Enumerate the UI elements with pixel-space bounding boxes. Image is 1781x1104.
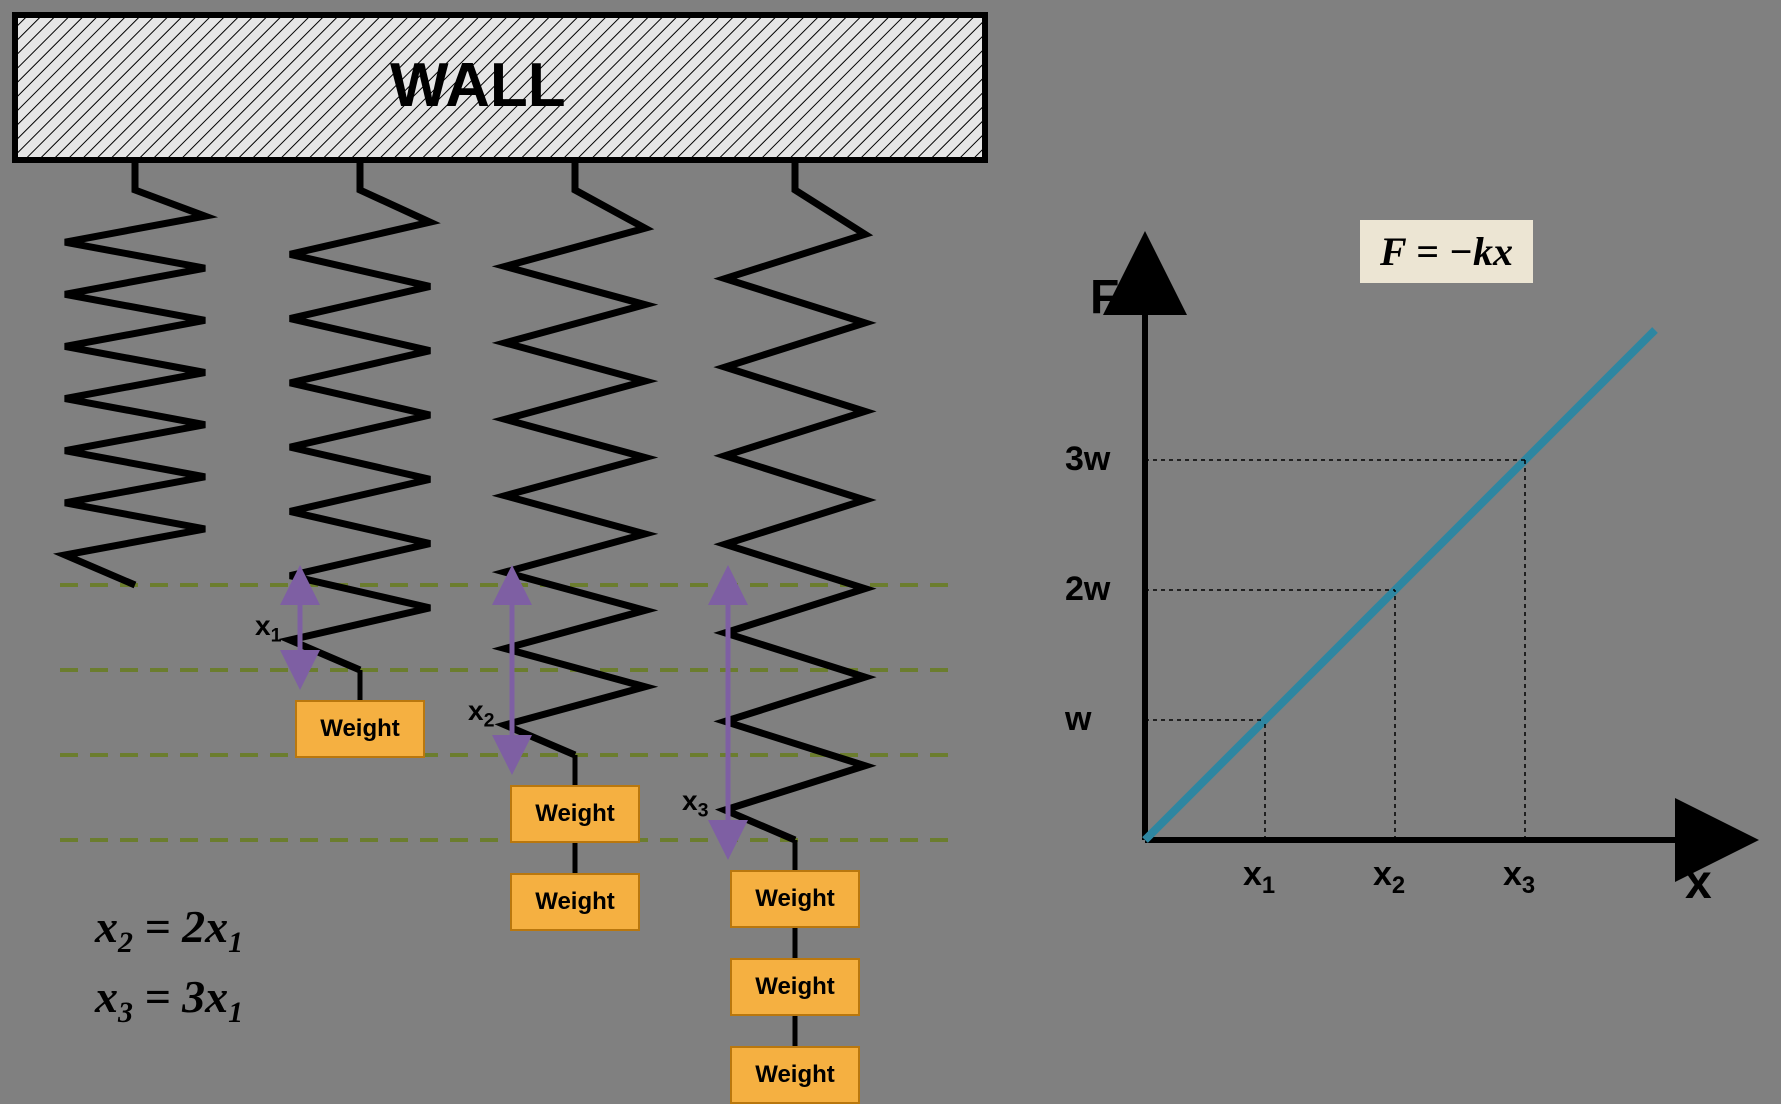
x-tick-label: x2 [1373, 855, 1405, 900]
y-tick-label: w [1065, 700, 1091, 739]
displacement-label: x1 [255, 610, 281, 648]
x-tick-label: x3 [1503, 855, 1535, 900]
x-tick-label: x1 [1243, 855, 1275, 900]
weight-box: Weight [510, 873, 640, 931]
displacement-label: x2 [468, 695, 494, 733]
weight-box: Weight [295, 700, 425, 758]
weight-box: Weight [730, 1046, 860, 1104]
equation-line: x2 = 2x1 [95, 900, 243, 960]
x-axis-label: x [1685, 855, 1712, 910]
weight-box: Weight [730, 870, 860, 928]
equation-line: x3 = 3x1 [95, 970, 243, 1030]
y-tick-label: 3w [1065, 440, 1110, 479]
weight-box: Weight [730, 958, 860, 1016]
hookes-law-formula: F = −kx [1360, 220, 1533, 283]
y-tick-label: 2w [1065, 570, 1110, 609]
wall-label: WALL [390, 50, 566, 121]
y-axis-label: F [1090, 270, 1119, 325]
weight-box: Weight [510, 785, 640, 843]
formula-text: F = −kx [1380, 229, 1513, 274]
displacement-label: x3 [682, 785, 708, 823]
